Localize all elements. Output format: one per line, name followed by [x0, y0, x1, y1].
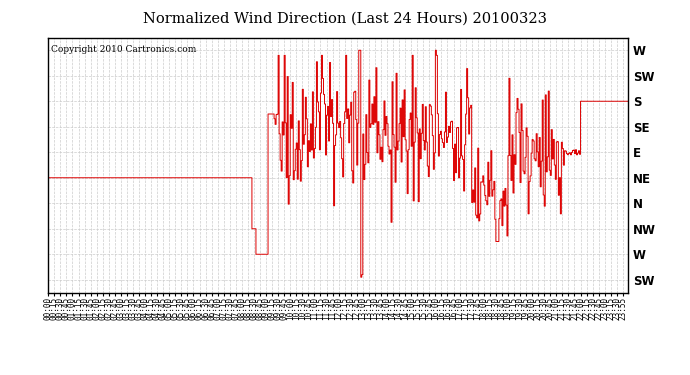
Text: Normalized Wind Direction (Last 24 Hours) 20100323: Normalized Wind Direction (Last 24 Hours…: [143, 11, 547, 25]
Text: Copyright 2010 Cartronics.com: Copyright 2010 Cartronics.com: [51, 45, 197, 54]
